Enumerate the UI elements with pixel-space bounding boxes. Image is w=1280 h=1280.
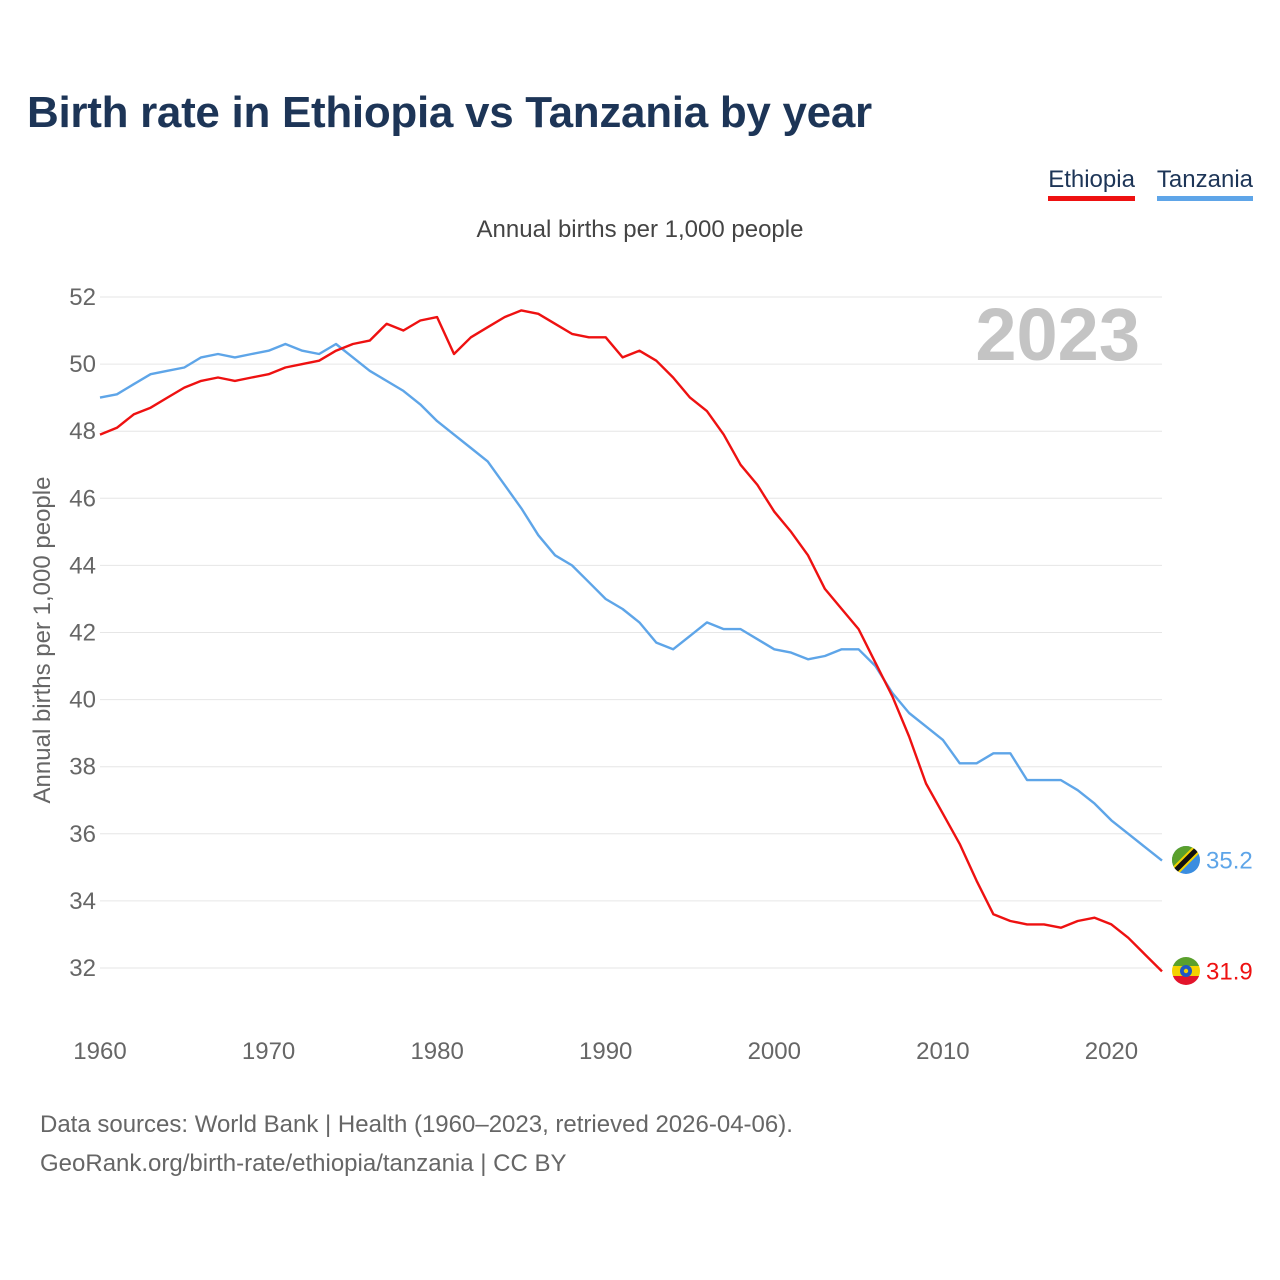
y-tick-label: 52: [69, 284, 96, 311]
x-tick-label: 1960: [73, 1038, 126, 1065]
y-tick-label: 40: [69, 687, 96, 714]
end-value-labels: 35.2 31.9: [1206, 848, 1253, 986]
y-tick-label: 50: [69, 351, 96, 378]
y-axis-label: Annual births per 1,000 people: [29, 477, 56, 804]
end-markers: [1172, 846, 1200, 985]
y-axis-ticks: 32 34 36 38 40 42 44 46 48 50 52: [69, 284, 96, 982]
x-tick-label: 1970: [242, 1038, 295, 1065]
y-tick-label: 46: [69, 485, 96, 512]
series-line-ethiopia: [99, 309, 1163, 973]
year-label: 2023: [975, 293, 1140, 376]
x-tick-label: 1990: [579, 1038, 632, 1065]
legend-item-tanzania[interactable]: Tanzania: [1156, 166, 1253, 201]
page-title: Birth rate in Ethiopia vs Tanzania by ye…: [27, 88, 872, 137]
tanzania-flag-icon: [1172, 846, 1200, 874]
series-line-tanzania: [99, 342, 1163, 862]
legend-item-ethiopia[interactable]: Ethiopia: [1048, 166, 1135, 201]
y-tick-label: 36: [69, 821, 96, 848]
x-tick-label: 2010: [916, 1038, 969, 1065]
data-source-footer: Data sources: World Bank | Health (1960–…: [40, 1105, 793, 1183]
x-tick-label: 1980: [410, 1038, 463, 1065]
y-tick-label: 34: [69, 888, 96, 915]
y-tick-label: 42: [69, 620, 96, 647]
footer-url-line: GeoRank.org/birth-rate/ethiopia/tanzania…: [40, 1150, 567, 1177]
y-tick-label: 44: [69, 552, 96, 579]
end-value-label-ethiopia: 31.9: [1206, 958, 1253, 985]
footer-source-line: Data sources: World Bank | Health (1960–…: [40, 1111, 793, 1138]
grid-lines: [100, 296, 1162, 969]
chart-legend: Ethiopia Tanzania: [1048, 166, 1253, 201]
chart-subtitle: Annual births per 1,000 people: [476, 216, 804, 243]
series-lines: [99, 309, 1163, 973]
y-tick-label: 38: [69, 754, 96, 781]
x-axis-ticks: 1960 1970 1980 1990 2000 2010 2020: [73, 1038, 1138, 1065]
y-tick-label: 48: [69, 418, 96, 445]
end-value-label-tanzania: 35.2: [1206, 848, 1253, 875]
x-tick-label: 2020: [1085, 1038, 1138, 1065]
x-tick-label: 2000: [748, 1038, 801, 1065]
ethiopia-flag-icon: [1172, 957, 1200, 985]
y-tick-label: 32: [69, 955, 96, 982]
